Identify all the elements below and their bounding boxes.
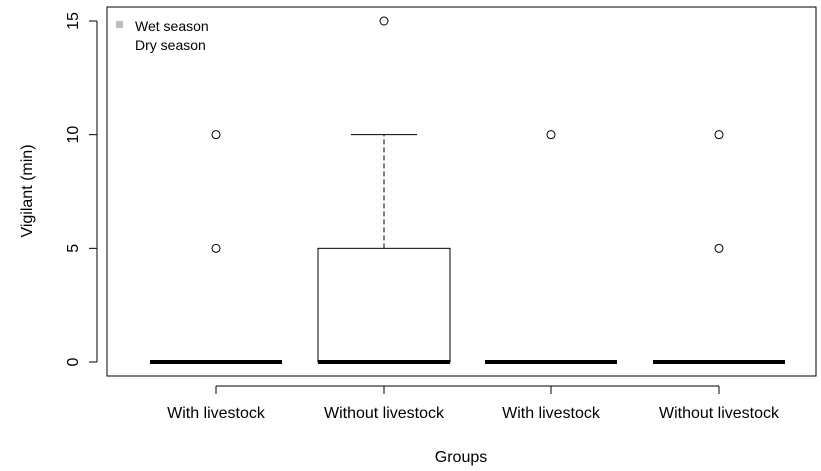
legend-entry: Dry season	[116, 37, 206, 53]
y-tick-label: 15	[65, 12, 82, 30]
legend: Wet season Dry season	[116, 18, 209, 53]
x-tick-label: Without livestock	[659, 405, 780, 422]
outlier-point	[714, 130, 724, 140]
outlier-point	[546, 130, 556, 140]
x-tick-label: Without livestock	[324, 405, 445, 422]
box-series	[150, 16, 785, 364]
legend-entry: Wet season	[116, 18, 209, 34]
x-axis-label: Groups	[435, 449, 487, 466]
outlier-point	[714, 243, 724, 253]
box-group	[150, 130, 282, 364]
outlier-point	[211, 243, 221, 253]
plot-frame	[106, 6, 817, 377]
box-group	[653, 130, 785, 364]
y-tick-label: 0	[65, 357, 82, 366]
legend-swatch	[116, 21, 123, 28]
box-group	[317, 16, 451, 364]
y-axis: 0 5 10 15	[65, 12, 98, 366]
x-axis: With livestock Without livestock With live…	[167, 385, 780, 422]
outlier-point	[211, 130, 221, 140]
x-tick-label: With livestock	[502, 405, 601, 422]
legend-swatch	[116, 40, 123, 47]
outlier-point	[379, 16, 389, 26]
y-axis-label: Vigilant (min)	[19, 144, 36, 237]
box-rect	[317, 247, 451, 363]
legend-label: Wet season	[135, 18, 209, 34]
box-group	[485, 130, 617, 364]
y-tick-label: 10	[65, 126, 82, 144]
legend-label: Dry season	[135, 37, 206, 53]
y-tick-label: 5	[65, 244, 82, 253]
x-tick-label: With livestock	[167, 405, 266, 422]
